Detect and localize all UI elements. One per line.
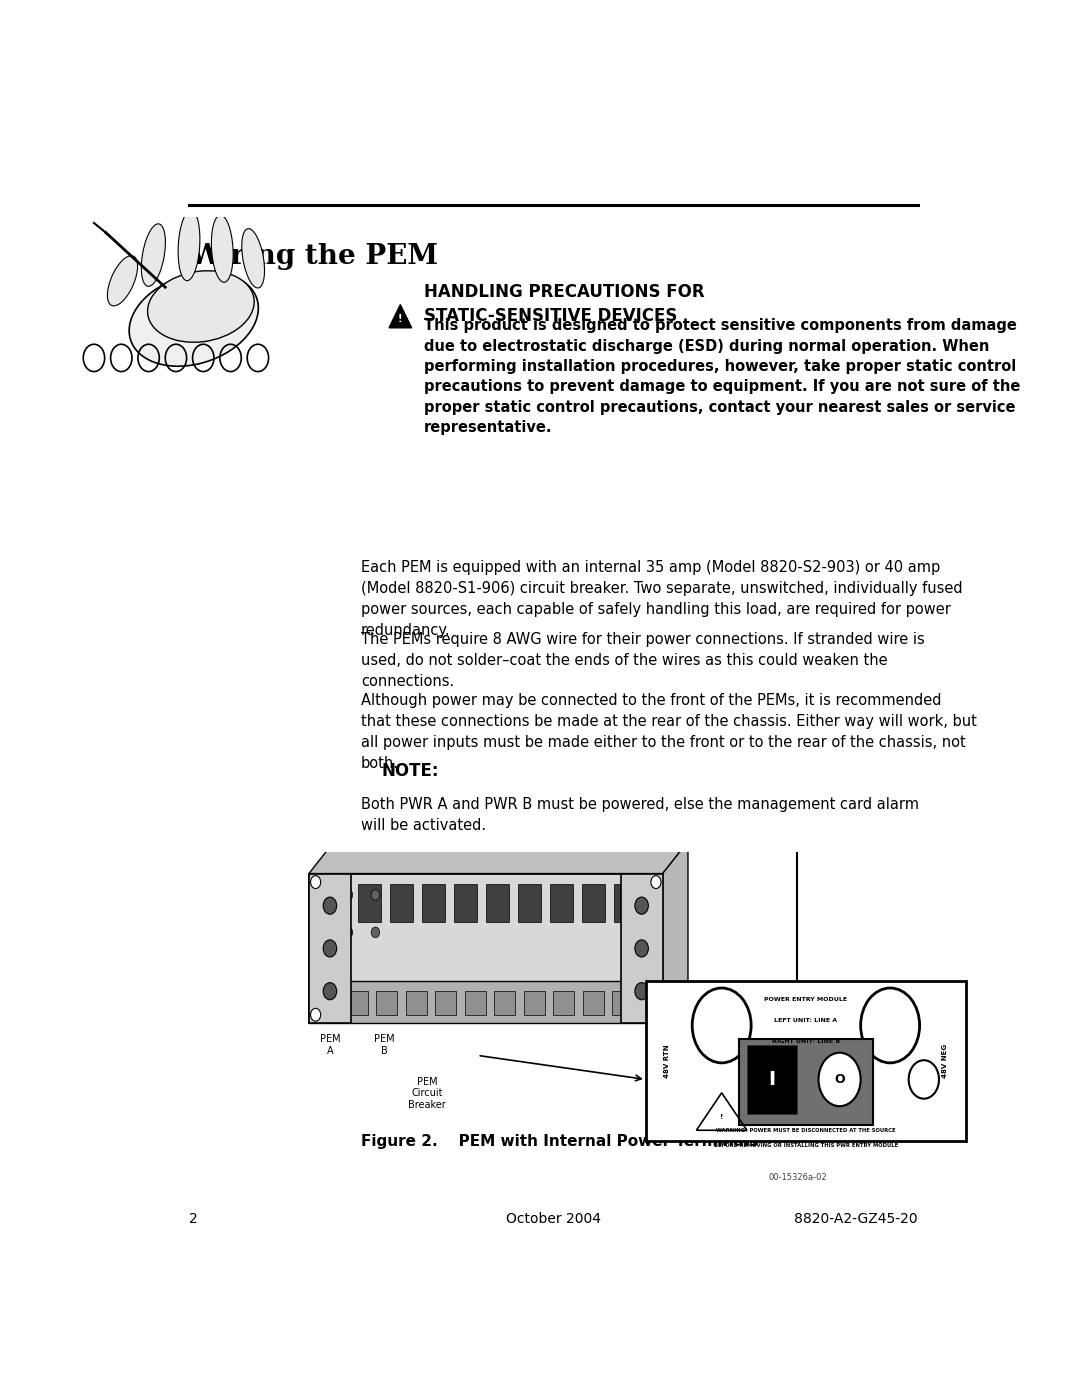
Bar <box>326 884 349 922</box>
Bar <box>347 992 368 1014</box>
Circle shape <box>651 1009 661 1021</box>
Polygon shape <box>309 841 688 873</box>
Bar <box>486 884 510 922</box>
Circle shape <box>323 940 337 957</box>
Bar <box>357 884 381 922</box>
Text: BEFORE REMOVING OR INSTALLING THIS PWR ENTRY MODULE: BEFORE REMOVING OR INSTALLING THIS PWR E… <box>714 1143 899 1148</box>
Ellipse shape <box>242 229 265 288</box>
Circle shape <box>651 876 661 888</box>
Circle shape <box>635 897 648 914</box>
Bar <box>739 1039 874 1125</box>
Bar <box>422 884 445 922</box>
Ellipse shape <box>107 256 137 306</box>
Text: 48V NEG: 48V NEG <box>942 1044 948 1078</box>
Text: POWER ENTRY MODULE: POWER ENTRY MODULE <box>765 996 848 1002</box>
Ellipse shape <box>130 272 258 366</box>
Circle shape <box>323 982 337 1000</box>
Bar <box>612 992 633 1014</box>
Bar <box>621 873 663 1023</box>
Bar <box>553 992 575 1014</box>
Circle shape <box>635 940 648 957</box>
Text: 00-15326a-02: 00-15326a-02 <box>768 1173 827 1182</box>
Bar <box>435 992 457 1014</box>
Circle shape <box>635 982 648 1000</box>
Bar <box>376 992 397 1014</box>
Circle shape <box>311 1009 321 1021</box>
Text: 2: 2 <box>189 1213 198 1227</box>
Text: WARNING! POWER MUST BE DISCONNECTED AT THE SOURCE: WARNING! POWER MUST BE DISCONNECTED AT T… <box>716 1129 895 1133</box>
Circle shape <box>345 928 353 937</box>
Bar <box>309 873 663 1023</box>
Bar <box>524 992 544 1014</box>
Text: HANDLING PRECAUTIONS FOR: HANDLING PRECAUTIONS FOR <box>423 282 704 300</box>
Ellipse shape <box>178 210 200 281</box>
Text: This product is designed to protect sensitive components from damage
due to elec: This product is designed to protect sens… <box>423 319 1021 436</box>
Bar <box>583 992 604 1014</box>
Circle shape <box>318 928 326 937</box>
Text: NOTE:: NOTE: <box>382 763 440 781</box>
Bar <box>517 884 541 922</box>
Text: RIGHT UNIT: LINE B: RIGHT UNIT: LINE B <box>772 1039 840 1045</box>
Text: Although power may be connected to the front of the PEMs, it is recommended
that: Although power may be connected to the f… <box>361 693 977 771</box>
Text: !: ! <box>399 314 403 324</box>
Text: 8820-A2-GZ45-20: 8820-A2-GZ45-20 <box>794 1213 918 1227</box>
Text: Both PWR A and PWR B must be powered, else the management card alarm
will be act: Both PWR A and PWR B must be powered, el… <box>361 796 919 833</box>
Circle shape <box>819 1053 861 1106</box>
Circle shape <box>908 1060 939 1098</box>
Text: O: O <box>834 1073 845 1085</box>
Circle shape <box>345 890 353 900</box>
Bar <box>646 981 966 1141</box>
Circle shape <box>323 897 337 914</box>
Text: Figure 2.    PEM with Internal Power Terminals: Figure 2. PEM with Internal Power Termin… <box>361 1133 758 1148</box>
Bar <box>406 992 427 1014</box>
Text: 48V RTN: 48V RTN <box>664 1044 670 1077</box>
Circle shape <box>372 890 380 900</box>
Bar <box>464 992 486 1014</box>
Bar <box>309 981 663 1023</box>
Text: PEM
A: PEM A <box>320 1034 340 1056</box>
Text: Wiring the PEM: Wiring the PEM <box>189 243 438 270</box>
Circle shape <box>318 890 326 900</box>
Circle shape <box>692 988 752 1063</box>
Bar <box>747 1045 797 1115</box>
Circle shape <box>311 876 321 888</box>
Text: PEM
B: PEM B <box>375 1034 395 1056</box>
Text: Each PEM is equipped with an internal 35 amp (Model 8820-S2-903) or 40 amp
(Mode: Each PEM is equipped with an internal 35… <box>361 560 962 638</box>
Circle shape <box>861 988 920 1063</box>
Text: LEFT UNIT: LINE A: LEFT UNIT: LINE A <box>774 1018 837 1023</box>
Bar <box>390 884 414 922</box>
Bar <box>613 884 637 922</box>
Ellipse shape <box>148 271 254 342</box>
Polygon shape <box>663 841 688 1023</box>
Bar <box>309 873 351 1023</box>
Bar <box>582 884 606 922</box>
Text: I: I <box>769 1070 775 1088</box>
Ellipse shape <box>141 224 165 286</box>
Polygon shape <box>389 305 411 328</box>
Text: STATIC-SENSITIVE DEVICES: STATIC-SENSITIVE DEVICES <box>423 307 677 326</box>
Text: The PEMs require 8 AWG wire for their power connections. If stranded wire is
use: The PEMs require 8 AWG wire for their po… <box>361 633 924 689</box>
Bar <box>318 992 338 1014</box>
Ellipse shape <box>212 215 233 282</box>
Bar <box>495 992 515 1014</box>
Text: October 2004: October 2004 <box>507 1213 600 1227</box>
Bar <box>454 884 477 922</box>
Circle shape <box>372 928 380 937</box>
Bar <box>550 884 573 922</box>
Text: !: ! <box>720 1115 724 1120</box>
Text: PEM
Circuit
Breaker: PEM Circuit Breaker <box>408 1077 446 1111</box>
